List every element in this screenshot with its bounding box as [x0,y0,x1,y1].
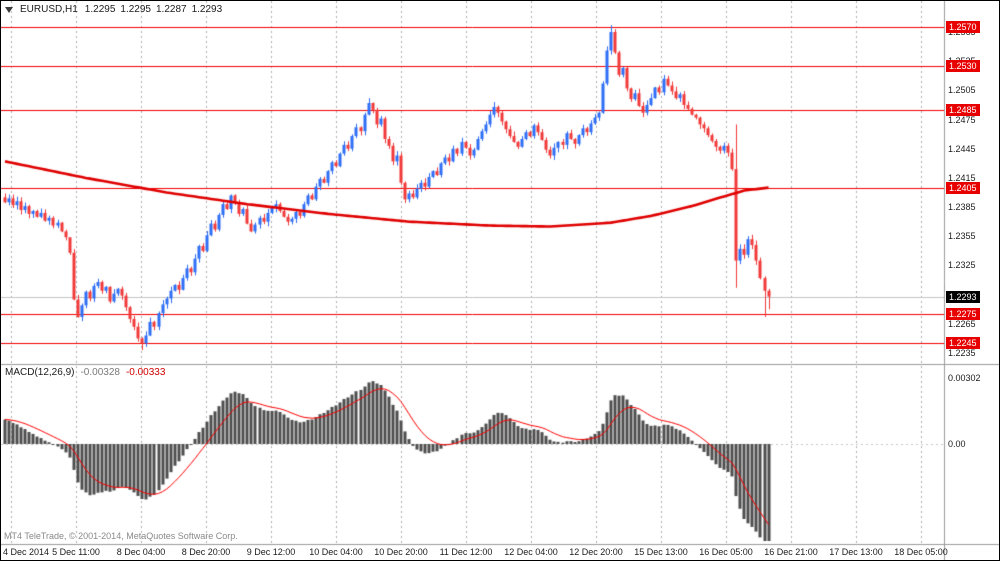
time-axis-label: 15 Dec 13:00 [634,547,688,557]
price-axis-tick: 1.2265 [948,318,976,329]
time-axis-label: 18 Dec 05:00 [894,547,948,557]
time-axis-label: 10 Dec 20:00 [374,547,428,557]
time-axis-label: 10 Dec 04:00 [309,547,363,557]
time-axis-label: 9 Dec 12:00 [246,547,296,557]
hline-price-label[interactable]: 1.2245 [946,337,980,350]
pane-resize-handle[interactable] [1,362,999,366]
hline-price-label[interactable]: 1.2530 [946,60,980,73]
price-axis-tick: 1.2325 [948,260,976,271]
price-axis-tick: 1.2415 [948,172,976,183]
time-axis-label: 4 Dec 2014 [3,547,50,557]
time-axis-label: 8 Dec 04:00 [116,547,166,557]
price-axis-tick: 1.2385 [948,202,976,213]
time-axis-label: 12 Dec 20:00 [569,547,623,557]
ohlc-low: 1.2287 [155,4,187,15]
price-axis-tick: 1.2355 [948,231,976,242]
hline-price-label[interactable]: 1.2275 [946,308,980,321]
time-axis-label: 8 Dec 20:00 [181,547,231,557]
copyright-label: MT4 TeleTrade, © 2001-2014, MetaQuotes S… [4,531,238,541]
price-axis-tick: 1.2505 [948,85,976,96]
time-axis-label: 11 Dec 12:00 [439,547,493,557]
macd-signal-value: -0.00333 [125,367,166,378]
price-axis-tick: 1.2475 [948,114,976,125]
macd-axis-tick: 0.00 [948,439,966,449]
time-axis-label: 16 Dec 05:00 [699,547,753,557]
macd-indicator-label: MACD(12,26,9) -0.00328 -0.00333 [5,367,165,378]
ohlc-high: 1.2295 [120,4,151,15]
time-axis-label: 16 Dec 21:00 [764,547,818,557]
macd-axis-tick: 0.00302 [948,372,981,383]
time-axis-label: 17 Dec 13:00 [829,547,883,557]
symbol-label: EURUSD,H1 [20,4,78,15]
chart-symbol-icon [5,6,13,13]
macd-value: -0.00328 [80,367,120,378]
symbol-ohlc-header: EURUSD,H1 1.2295 1.2295 1.2287 1.2293 [5,4,222,15]
price-axis-tick: 1.2445 [948,143,976,154]
hline-price-label[interactable]: 1.2405 [946,181,980,194]
macd-name: MACD(12,26,9) [5,367,75,378]
bid-price-label: 1.2293 [946,290,980,303]
time-axis-label: 12 Dec 04:00 [504,547,558,557]
time-axis-label: 5 Dec 11:00 [52,547,100,557]
ohlc-open: 1.2295 [84,4,116,15]
price-axis-tick: 1.2235 [948,348,976,358]
hline-price-label[interactable]: 1.2485 [946,103,980,116]
hline-price-label[interactable]: 1.2570 [946,21,980,34]
ohlc-close: 1.2293 [191,4,223,15]
